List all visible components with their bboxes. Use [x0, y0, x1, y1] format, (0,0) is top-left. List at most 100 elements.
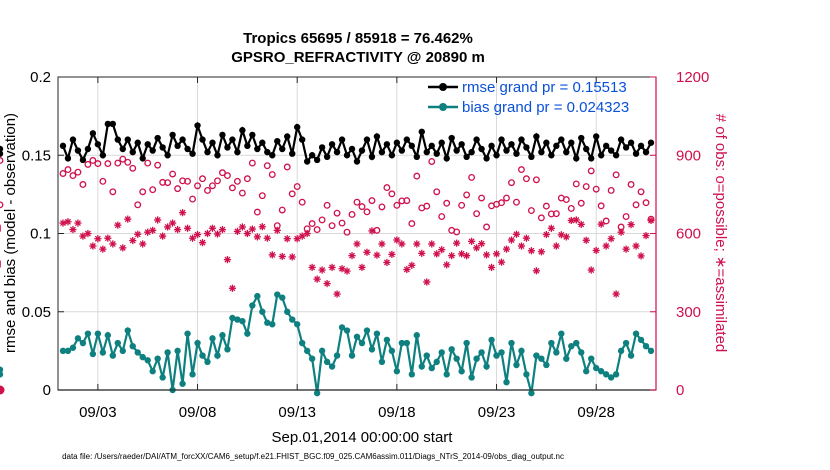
bias-point	[553, 349, 560, 356]
y-axis-right-label: # of obs: o=possible; ∗=assimilated	[712, 114, 729, 353]
bias-point	[468, 374, 475, 381]
rmse-point	[154, 134, 161, 142]
assimilated-obs-point	[154, 216, 162, 224]
bias-point	[94, 330, 102, 337]
assimilated-obs-point	[537, 248, 545, 256]
possible-obs-point	[154, 161, 162, 169]
bias-point	[249, 302, 256, 309]
possible-obs-point	[348, 211, 356, 218]
rmse-point	[588, 155, 595, 162]
possible-obs-point	[114, 159, 122, 167]
bias-point	[388, 347, 396, 355]
x-axis-label: Sep.01,2014 00:00:00 start	[272, 429, 454, 446]
x-tick-label: 09/13	[278, 404, 316, 421]
bias-series	[0, 291, 655, 397]
possible-obs-point	[199, 175, 206, 183]
bias-point	[139, 353, 146, 361]
possible-obs-point	[283, 163, 291, 171]
bias-point	[463, 339, 470, 347]
bias-point	[298, 339, 306, 347]
rmse-point	[64, 155, 72, 162]
assimilated-obs-point	[84, 229, 92, 238]
bias-point	[294, 321, 301, 328]
legend-bias-label: bias grand pr = 0.024323	[462, 99, 629, 116]
possible-obs-point	[443, 199, 451, 207]
rmse-point	[622, 144, 630, 151]
possible-obs-point	[74, 168, 82, 176]
assimilated-obs-point	[174, 225, 182, 234]
possible-obs-point	[433, 188, 441, 196]
possible-obs-point	[209, 182, 216, 190]
assimilated-obs-point	[577, 220, 585, 228]
rmse-point	[59, 142, 67, 150]
rmse-point	[254, 145, 261, 153]
assimilated-obs-point	[114, 221, 122, 229]
assimilated-obs-point	[208, 224, 217, 232]
bias-point	[79, 339, 87, 347]
possible-obs-point	[89, 157, 97, 164]
rmse-point	[174, 142, 181, 150]
rmse-point	[393, 139, 401, 146]
possible-obs-point	[508, 179, 515, 187]
rmse-point	[473, 136, 480, 143]
possible-obs-point	[552, 210, 560, 218]
assimilated-obs-point	[198, 239, 207, 247]
y-tick-label: 0.05	[22, 304, 51, 321]
rmse-point	[563, 148, 570, 156]
rmse-point	[104, 120, 112, 128]
rmse-point	[79, 156, 87, 164]
rmse-point	[348, 145, 356, 153]
assimilated-obs-point	[248, 225, 256, 233]
rmse-point	[358, 147, 366, 154]
rmse-point	[543, 139, 550, 146]
possible-obs-point	[248, 159, 256, 167]
rmse-point	[119, 145, 126, 153]
possible-obs-point	[169, 170, 177, 178]
bias-point	[398, 339, 406, 347]
assimilated-obs-point	[119, 244, 127, 252]
bias-point	[174, 347, 181, 355]
possible-obs-point	[214, 177, 221, 185]
assimilated-obs-point	[129, 236, 137, 245]
bias-point	[99, 349, 107, 356]
possible-obs-point	[0, 201, 4, 209]
possible-obs-point	[0, 157, 4, 164]
bias-point	[229, 314, 236, 322]
assimilated-obs-point	[632, 242, 640, 250]
y-tick-right-label: 0	[676, 382, 684, 399]
bias-point	[637, 336, 645, 344]
assimilated-obs-point	[552, 242, 560, 250]
possible-obs-point	[308, 220, 316, 228]
assimilated-obs-point	[333, 290, 341, 298]
possible-obs-point	[582, 183, 590, 190]
possible-obs-point	[84, 160, 92, 168]
legend-rmse-label: rmse grand pr = 0.15513	[462, 79, 627, 96]
assimilated-obs-point	[94, 235, 102, 243]
possible-obs-point	[94, 160, 102, 168]
rmse-point	[593, 133, 600, 140]
bias-point	[134, 349, 141, 356]
assimilated-obs-point	[223, 255, 232, 264]
rmse-point	[313, 156, 321, 164]
rmse-point	[224, 144, 231, 151]
possible-obs-point	[64, 166, 72, 174]
rmse-point	[573, 155, 580, 162]
rmse-point	[308, 152, 316, 159]
rmse-point	[343, 152, 351, 159]
possible-obs-point	[483, 223, 491, 231]
bias-point	[289, 316, 296, 323]
bias-point	[144, 357, 151, 364]
assimilated-obs-point	[507, 236, 516, 244]
rmse-point	[74, 147, 82, 154]
possible-obs-point	[423, 202, 431, 210]
possible-obs-point	[79, 181, 87, 188]
rmse-point	[144, 141, 151, 148]
bias-point	[498, 349, 505, 356]
assimilated-obs-point	[193, 230, 202, 239]
rmse-point	[303, 158, 311, 165]
bias-point	[418, 363, 425, 370]
assimilated-obs-point	[463, 252, 471, 260]
bias-point	[89, 350, 97, 358]
rmse-point	[363, 136, 371, 143]
assimilated-obs-point	[164, 223, 172, 231]
